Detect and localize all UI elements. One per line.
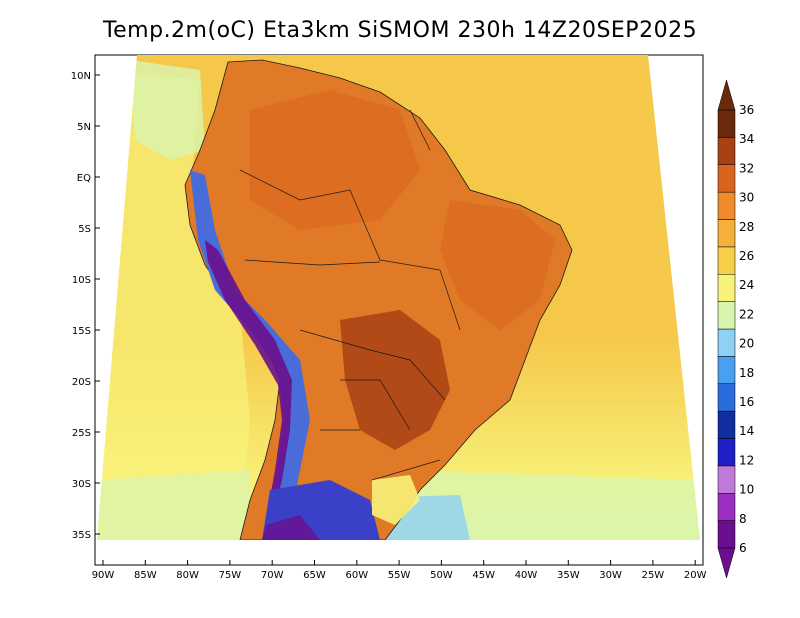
colorbar-segment bbox=[717, 109, 736, 138]
colorbar-label: 36 bbox=[739, 103, 754, 117]
colorbar-segment bbox=[717, 520, 736, 549]
lat-tick-label: 15S bbox=[72, 326, 91, 337]
lon-tick-label: 25W bbox=[642, 570, 665, 581]
lon-tick-label: 50W bbox=[430, 570, 453, 581]
lon-tick-label: 55W bbox=[388, 570, 411, 581]
colorbar-label: 22 bbox=[739, 307, 754, 321]
colorbar-segment bbox=[717, 356, 736, 384]
colorbar-segment bbox=[717, 274, 736, 302]
colorbar-label: 34 bbox=[739, 132, 754, 146]
colorbar: 6 8 10 12 14 16 18 20 22 24 26 28 30 32 34 36 bbox=[717, 79, 754, 579]
colorbar-label: 28 bbox=[739, 220, 754, 234]
lat-tick-label: 25S bbox=[72, 428, 91, 439]
lat-tick-label: 5N bbox=[77, 122, 91, 133]
lat-tick-label: 5S bbox=[78, 224, 91, 235]
map-title: Temp.2m(oC) Eta3km SiSMOM 230h 14Z20SEP2… bbox=[102, 18, 698, 43]
lon-tick-label: 30W bbox=[599, 570, 622, 581]
colorbar-label: 26 bbox=[739, 249, 754, 263]
colorbar-segment bbox=[717, 493, 736, 521]
colorbar-segment bbox=[717, 410, 736, 439]
colorbar-label: 6 bbox=[739, 541, 747, 555]
colorbar-segment bbox=[717, 383, 736, 412]
colorbar-segment bbox=[717, 219, 736, 248]
colorbar-segment bbox=[717, 328, 736, 357]
pacific-cool-zone bbox=[97, 70, 250, 540]
lon-tick-label: 60W bbox=[345, 570, 368, 581]
colorbar-label: 8 bbox=[739, 512, 747, 526]
southern-cone-cool bbox=[372, 475, 420, 525]
colorbar-label: 20 bbox=[739, 337, 754, 351]
colorbar-segment bbox=[717, 246, 736, 275]
country-borders bbox=[239, 109, 461, 481]
lon-tick-label: 90W bbox=[92, 570, 115, 581]
colorbar-segment bbox=[717, 137, 736, 165]
lon-tick-label: 35W bbox=[557, 570, 580, 581]
colorbar-label: 16 bbox=[739, 395, 754, 409]
temperature-field bbox=[97, 55, 700, 540]
lon-tick-label: 75W bbox=[219, 570, 242, 581]
colorbar-label: 18 bbox=[739, 366, 754, 380]
colorbar-segment bbox=[717, 465, 736, 494]
colorbar-label: 24 bbox=[739, 278, 754, 292]
northeast-warm-zone bbox=[440, 200, 555, 330]
colorbar-segment bbox=[717, 191, 736, 220]
colorbar-label: 32 bbox=[739, 161, 754, 175]
latitude-axis: 10N 5N EQ 5S 10S 15S 20S 25S 30S 35S bbox=[71, 71, 100, 541]
amazon-warm-zone bbox=[250, 90, 420, 230]
lat-tick-label: 10N bbox=[71, 71, 91, 82]
longitude-axis: 90W 85W 80W 75W 70W 65W 60W 55W 50W 45W 40W 35W 30W 2… bbox=[92, 560, 707, 581]
andes-very-cold bbox=[205, 240, 292, 520]
colorbar-label: 14 bbox=[739, 424, 754, 438]
lon-tick-label: 20W bbox=[684, 570, 707, 581]
lon-tick-label: 85W bbox=[134, 570, 157, 581]
lon-tick-label: 70W bbox=[261, 570, 284, 581]
colorbar-label: 30 bbox=[739, 191, 754, 205]
colorbar-segment bbox=[717, 301, 736, 330]
south-pacific-cool bbox=[97, 470, 250, 540]
colorbar-segment bbox=[717, 438, 736, 467]
patagonia-coldest bbox=[262, 515, 320, 540]
colorbar-max-arrow bbox=[717, 79, 736, 111]
lat-tick-label: 10S bbox=[72, 275, 91, 286]
lon-tick-label: 80W bbox=[176, 570, 199, 581]
lat-tick-label: 20S bbox=[72, 377, 91, 388]
lat-tick-label: 35S bbox=[72, 530, 91, 541]
colorbar-segment bbox=[717, 164, 736, 193]
colorbar-min-arrow bbox=[717, 547, 736, 579]
colorbar-label: 10 bbox=[739, 483, 754, 497]
colorbar-label: 12 bbox=[739, 453, 754, 467]
lon-tick-label: 45W bbox=[472, 570, 495, 581]
lon-tick-label: 40W bbox=[515, 570, 538, 581]
lon-tick-label: 65W bbox=[303, 570, 326, 581]
lat-tick-label: 30S bbox=[72, 479, 91, 490]
central-hot-zone bbox=[340, 310, 450, 450]
pacific-northwest-cool bbox=[130, 60, 205, 160]
lat-tick-label: EQ bbox=[77, 173, 91, 184]
